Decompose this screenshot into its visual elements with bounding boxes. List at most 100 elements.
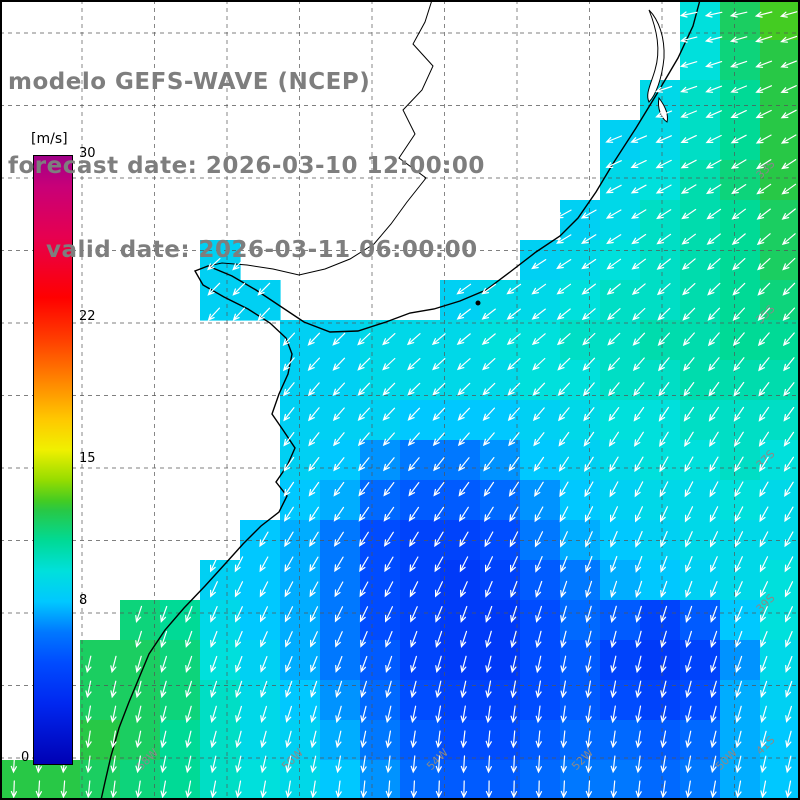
wind-field-cell bbox=[400, 760, 441, 800]
wind-field-cell bbox=[440, 440, 481, 481]
wind-field-cell bbox=[720, 160, 761, 201]
wind-field-cell bbox=[560, 680, 601, 721]
wind-field-cell bbox=[400, 440, 441, 481]
wind-field-cell bbox=[360, 720, 401, 761]
wind-field-cell bbox=[240, 720, 281, 761]
wind-field-cell bbox=[200, 720, 241, 761]
wind-field-cell bbox=[640, 600, 681, 641]
coastline bbox=[100, 0, 701, 800]
wind-field-cell bbox=[0, 760, 41, 800]
wind-field-cell bbox=[560, 400, 601, 441]
wind-field-cell bbox=[560, 360, 601, 401]
wind-field-cell bbox=[480, 400, 521, 441]
wind-field-cell bbox=[480, 480, 521, 521]
wind-field-cell bbox=[760, 760, 800, 800]
wind-field-cell bbox=[360, 480, 401, 521]
wind-arrows-layer bbox=[10, 11, 798, 799]
wind-field-cell bbox=[720, 280, 761, 321]
wind-field-cell bbox=[320, 320, 361, 361]
wind-field-cell bbox=[600, 240, 641, 281]
wind-field-cell bbox=[720, 80, 761, 121]
wind-field-cell bbox=[200, 640, 241, 681]
wind-field-cell bbox=[760, 200, 800, 241]
wind-field-cell bbox=[480, 440, 521, 481]
wind-field-cell bbox=[320, 600, 361, 641]
wind-field-cell bbox=[240, 760, 281, 800]
wind-field-cell bbox=[600, 280, 641, 321]
wind-field-cell bbox=[720, 40, 761, 81]
wind-field-cell bbox=[320, 720, 361, 761]
wind-field-cell bbox=[280, 440, 321, 481]
wind-field-cell bbox=[440, 480, 481, 521]
wind-field-cell bbox=[200, 560, 241, 601]
wind-field-cell bbox=[760, 400, 800, 441]
wind-field-cell bbox=[720, 320, 761, 361]
wind-field-cell bbox=[400, 320, 441, 361]
wind-field-cell bbox=[560, 320, 601, 361]
wind-field-cell bbox=[680, 320, 721, 361]
wind-field-cell bbox=[320, 440, 361, 481]
inland-border-line bbox=[207, 0, 434, 276]
wind-field-cell bbox=[440, 680, 481, 721]
colorbar-tick-0: 0 bbox=[21, 750, 30, 765]
valid-date-line: valid date: 2026-03-11 06:00:00 bbox=[46, 237, 478, 263]
colorbar bbox=[33, 155, 73, 765]
wind-field-cell bbox=[400, 600, 441, 641]
wind-field-cell bbox=[640, 680, 681, 721]
wind-field-cell bbox=[600, 600, 641, 641]
wind-field-cell bbox=[120, 720, 161, 761]
wind-field-cell bbox=[320, 400, 361, 441]
wind-field-cell bbox=[280, 400, 321, 441]
wind-field-cell bbox=[400, 480, 441, 521]
wind-field-cell bbox=[200, 760, 241, 800]
wind-field-cell bbox=[640, 720, 681, 761]
colorbar-tick-8: 8 bbox=[79, 593, 88, 608]
wind-field-cell bbox=[360, 360, 401, 401]
wind-field-cell bbox=[440, 400, 481, 441]
wind-field-cell bbox=[520, 560, 561, 601]
wind-field-cell bbox=[520, 280, 561, 321]
wind-field-cell bbox=[600, 480, 641, 521]
map-title-block: modelo GEFS-WAVE (NCEP) forecast date: 2… bbox=[8, 12, 485, 320]
wind-field-cell bbox=[560, 640, 601, 681]
wind-field-cell bbox=[680, 80, 721, 121]
wind-field-cell bbox=[760, 560, 800, 601]
wind-field-cell bbox=[600, 320, 641, 361]
wind-field-cell bbox=[520, 680, 561, 721]
colorbar-tick-22: 22 bbox=[79, 309, 96, 324]
wind-field-cell bbox=[440, 640, 481, 681]
wind-field-cell bbox=[680, 0, 721, 41]
wind-field-cell bbox=[40, 760, 81, 800]
wind-field-cell bbox=[720, 360, 761, 401]
colorbar-unit-label: [m/s] bbox=[31, 131, 68, 147]
wind-field-cell bbox=[520, 720, 561, 761]
wind-field-cell bbox=[640, 240, 681, 281]
wind-field-cell bbox=[640, 200, 681, 241]
wind-field-cell bbox=[640, 640, 681, 681]
wind-field-cell bbox=[720, 400, 761, 441]
wind-field-cell bbox=[360, 680, 401, 721]
forecast-date-line: forecast date: 2026-03-10 12:00:00 bbox=[8, 153, 485, 179]
wind-field-cell bbox=[520, 240, 561, 281]
wind-field-cell bbox=[480, 720, 521, 761]
wind-field-cell bbox=[160, 760, 201, 800]
wind-field-cell bbox=[360, 640, 401, 681]
wind-field-cell bbox=[760, 360, 800, 401]
wind-field-cell bbox=[160, 720, 201, 761]
wind-field-cell bbox=[720, 0, 761, 41]
wind-field-cell bbox=[680, 160, 721, 201]
wind-field-cell bbox=[640, 160, 681, 201]
lagoon-outline bbox=[647, 9, 665, 103]
wind-field-cell bbox=[480, 320, 521, 361]
wind-field-cell bbox=[760, 480, 800, 521]
wind-field-cell bbox=[440, 720, 481, 761]
wind-field-cell bbox=[600, 640, 641, 681]
wind-field-cell bbox=[760, 320, 800, 361]
wind-field-cell bbox=[280, 640, 321, 681]
wind-field-cell bbox=[680, 720, 721, 761]
wind-field-cell bbox=[600, 440, 641, 481]
wind-field-cell bbox=[600, 200, 641, 241]
wind-field-cell bbox=[680, 240, 721, 281]
